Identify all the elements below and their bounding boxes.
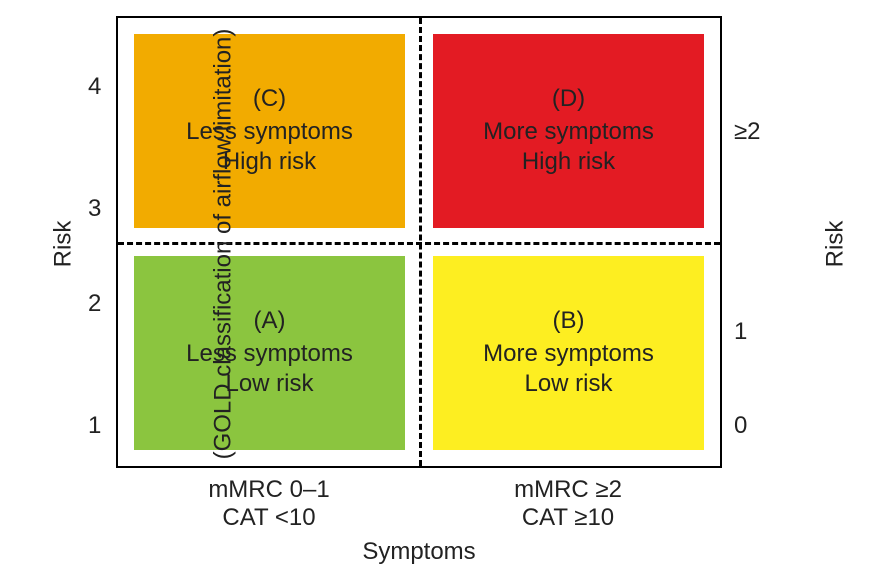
left-axis-title-2: (GOLD classification of airflow limitati… — [209, 29, 237, 460]
right-axis-tick: 0 — [734, 412, 747, 440]
left-axis-tick: 1 — [88, 412, 101, 440]
right-axis-title-1: Risk — [821, 221, 849, 268]
bottom-axis-label-line2: CAT ≥10 — [428, 504, 708, 532]
bottom-axis-column-label: mMRC 0–1CAT <10 — [129, 476, 409, 532]
left-axis-tick: 3 — [88, 195, 101, 223]
left-axis-tick: 4 — [88, 73, 101, 101]
left-axis-title-1: Risk — [49, 221, 77, 268]
left-axis-tick: 2 — [88, 290, 101, 318]
quadrant-symptoms-label: More symptoms — [483, 339, 654, 369]
quadrant-letter: (B) — [553, 307, 585, 335]
bottom-axis-label-line1: mMRC 0–1 — [129, 476, 409, 504]
quadrant-d: (D) More symptomsHigh risk — [433, 34, 704, 228]
bottom-axis-label-line1: mMRC ≥2 — [428, 476, 708, 504]
quadrant-risk-label: Low risk — [225, 369, 313, 399]
bottom-axis-column-label: mMRC ≥2CAT ≥10 — [428, 476, 708, 532]
quadrant-letter: (D) — [552, 85, 585, 113]
bottom-axis-title: Symptoms — [269, 538, 569, 566]
divider-horizontal — [118, 242, 720, 245]
quadrant-letter: (C) — [253, 85, 286, 113]
right-axis-tick: ≥2 — [734, 118, 761, 146]
quadrant-symptoms-label: More symptoms — [483, 117, 654, 147]
quadrant-risk-label: Low risk — [524, 369, 612, 399]
quadrant-c: (C)Less symptomsHigh risk — [134, 34, 405, 228]
quadrant-letter: (A) — [254, 307, 286, 335]
right-axis-tick: 1 — [734, 318, 747, 346]
quadrant-b: (B) More symptomsLow risk — [433, 256, 704, 450]
bottom-axis-label-line2: CAT <10 — [129, 504, 409, 532]
quadrant-risk-label: High risk — [522, 147, 615, 177]
quadrant-a: (A)Less symptomsLow risk — [134, 256, 405, 450]
